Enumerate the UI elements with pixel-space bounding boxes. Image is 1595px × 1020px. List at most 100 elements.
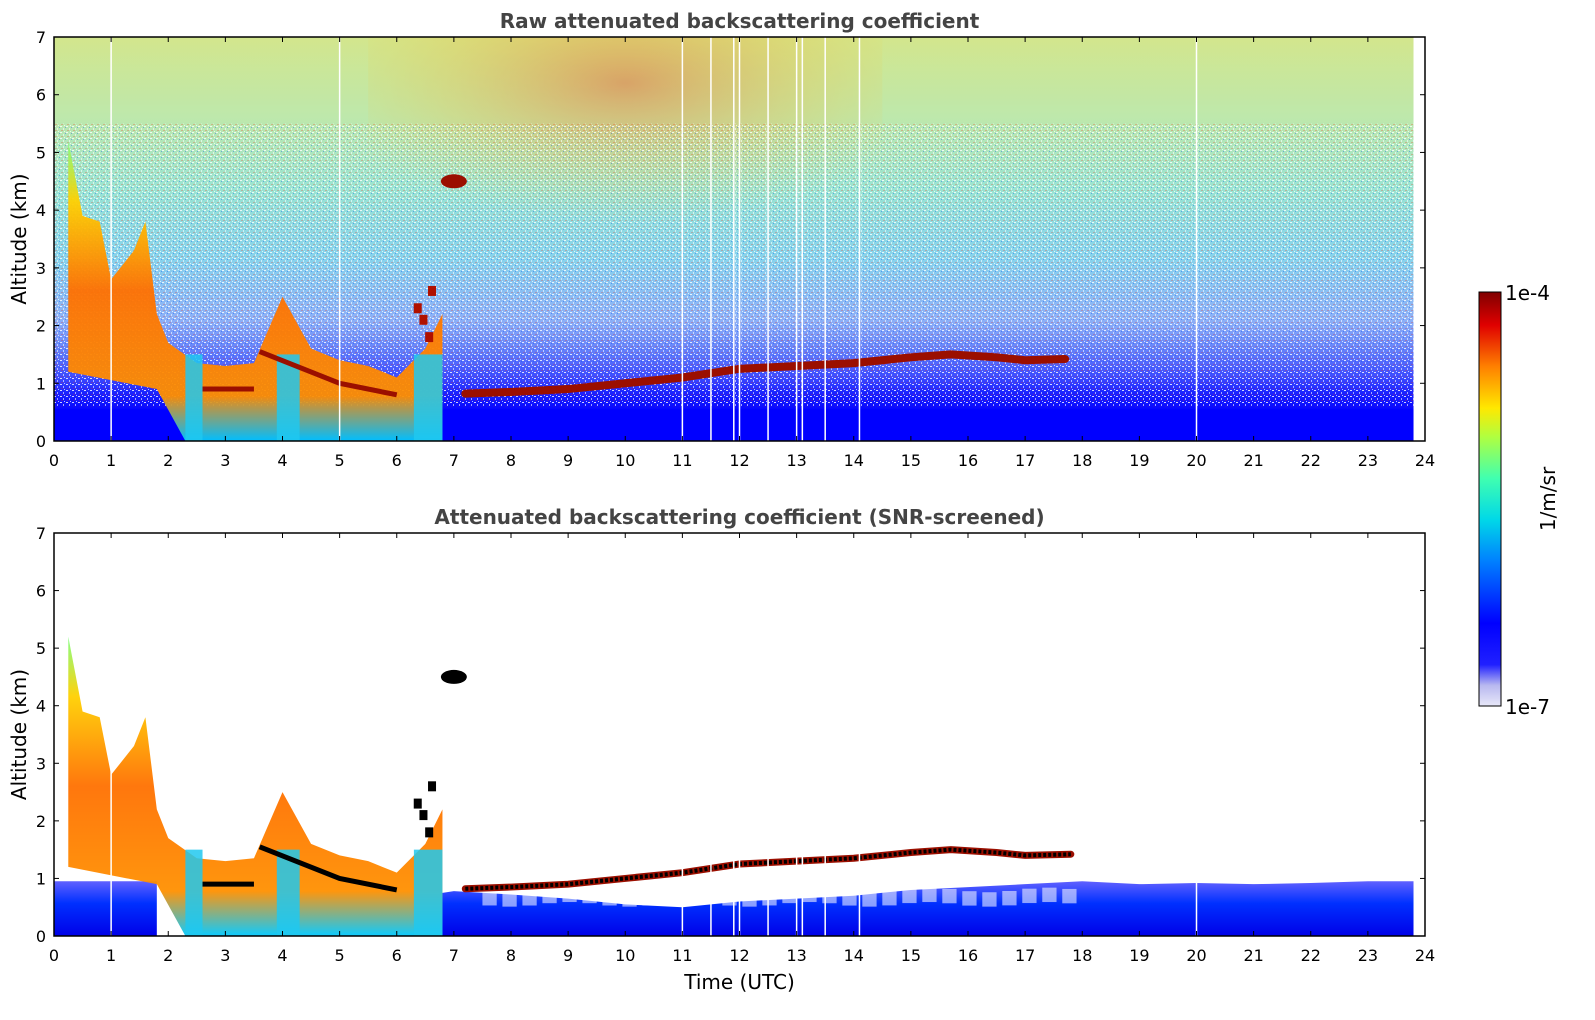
x-tick-label: 18: [1072, 451, 1092, 470]
screened-gap: [522, 891, 537, 906]
y-tick-label: 0: [36, 432, 46, 451]
y-tick-label: 0: [36, 927, 46, 946]
panel-title: Raw attenuated backscattering coefficien…: [500, 9, 980, 33]
screened-gap: [642, 891, 657, 906]
cloud-fragment: [425, 332, 434, 343]
plume-clear-column: [413, 354, 443, 441]
x-tick-label: 0: [49, 946, 59, 965]
screened-gap: [982, 892, 997, 907]
x-tick-label: 13: [786, 451, 806, 470]
x-tick-label: 12: [729, 946, 749, 965]
x-tick-label: 1: [106, 451, 116, 470]
colorbar-min-label: 1e-7: [1505, 695, 1550, 719]
plume-clear-column: [276, 354, 300, 441]
screened-gap: [922, 887, 937, 903]
cloud-fragment: [419, 314, 428, 325]
x-tick-label: 23: [1358, 451, 1378, 470]
screened-gap: [842, 891, 857, 906]
plume-clear-column: [413, 849, 443, 936]
x-tick-label: 8: [506, 946, 516, 965]
y-tick-label: 4: [36, 697, 46, 716]
y-tick-label: 3: [36, 259, 46, 278]
screened-gap: [962, 891, 977, 906]
y-tick-label: 4: [36, 201, 46, 220]
heatmap-field: [54, 533, 1425, 936]
x-tick-label: 5: [335, 946, 345, 965]
screened-gap: [1022, 888, 1037, 904]
screened-gap: [582, 888, 597, 904]
colorbar-label: 1/m/sr: [1536, 466, 1560, 531]
y-axis-label: Altitude (km): [7, 669, 31, 800]
screened-gap: [882, 891, 897, 906]
x-tick-label: 22: [1301, 946, 1321, 965]
aerosol-plume: [68, 636, 443, 936]
x-axis-label: Time (UTC): [683, 970, 795, 994]
x-tick-label: 8: [506, 451, 516, 470]
x-tick-label: 4: [277, 451, 287, 470]
x-tick-label: 23: [1358, 946, 1378, 965]
x-tick-label: 6: [392, 946, 402, 965]
x-tick-label: 15: [901, 946, 921, 965]
y-tick-label: 2: [36, 812, 46, 831]
y-tick-label: 5: [36, 143, 46, 162]
screened-gap: [482, 891, 497, 906]
x-tick-label: 11: [672, 946, 692, 965]
elevated-cloud: [440, 669, 467, 684]
aerosol-plume: [68, 140, 443, 441]
screened-gap: [1002, 890, 1017, 906]
y-tick-label: 5: [36, 639, 46, 658]
x-tick-label: 21: [1243, 946, 1263, 965]
screened-gap: [622, 892, 637, 907]
cloud-fragment: [413, 798, 422, 809]
screened-gap: [742, 892, 757, 907]
cloud-fragment: [413, 303, 422, 314]
plume-clear-column: [185, 849, 203, 936]
screened-gap: [682, 887, 697, 903]
x-tick-label: 9: [563, 451, 573, 470]
x-tick-label: 16: [958, 946, 978, 965]
y-tick-label: 6: [36, 582, 46, 601]
screened-gap: [562, 887, 577, 903]
cloud-fragment: [425, 827, 434, 838]
x-tick-label: 24: [1415, 451, 1435, 470]
x-tick-label: 2: [163, 451, 173, 470]
y-tick-label: 2: [36, 317, 46, 336]
screened-gap: [602, 891, 617, 906]
screened-gap: [1042, 887, 1057, 903]
panel-1: 0 1 2 3 4 5 6 7 8 9 10 11 12 13 14 15 16 17 18 19 20 21 22 23 24…: [7, 9, 1435, 470]
screened-gap: [502, 892, 517, 907]
y-tick-label: 6: [36, 86, 46, 105]
screened-gap: [1062, 888, 1077, 904]
heatmap-field: [54, 37, 1425, 441]
plume-layer: [202, 844, 398, 893]
x-tick-label: 6: [392, 451, 402, 470]
x-tick-label: 4: [277, 946, 287, 965]
cloud-fragment: [419, 810, 428, 821]
no-data-strip: [1413, 533, 1425, 936]
x-tick-label: 24: [1415, 946, 1435, 965]
y-axis-label: Altitude (km): [7, 173, 31, 304]
screened-gap: [782, 888, 797, 904]
screened-gap: [662, 888, 677, 904]
x-tick-label: 7: [449, 451, 459, 470]
y-tick-label: 1: [36, 374, 46, 393]
plume-clear-column: [185, 354, 203, 441]
x-tick-label: 17: [1015, 451, 1035, 470]
x-tick-label: 12: [729, 451, 749, 470]
colorbar-ramp: [1478, 291, 1502, 707]
x-tick-label: 7: [449, 946, 459, 965]
x-tick-label: 22: [1301, 451, 1321, 470]
colorbar-max-label: 1e-4: [1505, 281, 1550, 305]
x-tick-label: 0: [49, 451, 59, 470]
y-tick-label: 1: [36, 869, 46, 888]
x-tick-label: 3: [220, 946, 230, 965]
x-tick-label: 18: [1072, 946, 1092, 965]
x-tick-label: 19: [1129, 946, 1149, 965]
panel-2: 0 1 2 3 4 5 6 7 8 9 10 11 12 13 14 15 16 17 18 19 20 21 22 23 24…: [7, 505, 1435, 994]
x-tick-label: 9: [563, 946, 573, 965]
x-tick-label: 13: [786, 946, 806, 965]
cloud-fragment: [428, 285, 437, 296]
x-tick-label: 3: [220, 451, 230, 470]
boundary-band-left: [54, 881, 157, 936]
